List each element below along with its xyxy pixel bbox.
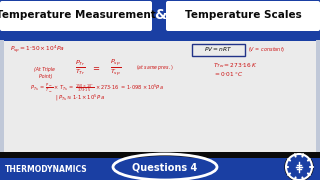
Text: $\frac{P_{Tr}}{T_{Tr}}$: $\frac{P_{Tr}}{T_{Tr}}$: [75, 59, 85, 77]
Text: (At Triple
  Point): (At Triple Point): [34, 67, 54, 79]
Bar: [0, 39, 320, 41]
Text: &: &: [154, 8, 166, 22]
Text: $|\;P_{Ts} \approx 1{\cdot}1\times10^5\,Pa$: $|\;P_{Ts} \approx 1{\cdot}1\times10^5\,…: [55, 93, 105, 103]
Text: $(at$ same $pres.)$: $(at$ same $pres.)$: [136, 64, 174, 73]
FancyBboxPatch shape: [0, 1, 152, 31]
Text: Temperature Measurement: Temperature Measurement: [0, 10, 156, 20]
Text: THERMODYNAMICS: THERMODYNAMICS: [5, 165, 88, 174]
Text: $= 0{\cdot}01\,°C$: $= 0{\cdot}01\,°C$: [213, 70, 243, 78]
Text: $P_{Ts}\;=\;\frac{P_{sp}}{T_{sp}}\;\times T_{Ts}\;=\;\frac{150\times10^4}{373{\c: $P_{Ts}\;=\;\frac{P_{sp}}{T_{sp}}\;\time…: [30, 82, 164, 94]
Bar: [0, 40, 4, 152]
Bar: [0, 158, 320, 180]
Ellipse shape: [115, 156, 215, 178]
FancyBboxPatch shape: [166, 1, 320, 31]
Text: $\frac{P_{sp}}{T_{sp}}$: $\frac{P_{sp}}{T_{sp}}$: [110, 58, 122, 78]
FancyBboxPatch shape: [191, 44, 244, 55]
Text: $PV = nRT$: $PV = nRT$: [204, 45, 232, 53]
Bar: [316, 40, 320, 152]
Text: $T_{Tw} = 273{\cdot}16\,K$: $T_{Tw} = 273{\cdot}16\,K$: [213, 62, 258, 70]
Bar: [0, 152, 320, 180]
Bar: [0, 40, 320, 152]
Text: $(V=$ constant$)$: $(V=$ constant$)$: [248, 44, 285, 53]
Text: Temperature Scales: Temperature Scales: [185, 10, 301, 20]
Circle shape: [287, 155, 311, 179]
Circle shape: [285, 153, 313, 180]
Text: $P_{sp} = 1{\cdot}50\times10^4 Pa$: $P_{sp} = 1{\cdot}50\times10^4 Pa$: [10, 43, 65, 55]
Text: Questions 4: Questions 4: [132, 162, 198, 172]
Text: $=$: $=$: [91, 64, 101, 73]
